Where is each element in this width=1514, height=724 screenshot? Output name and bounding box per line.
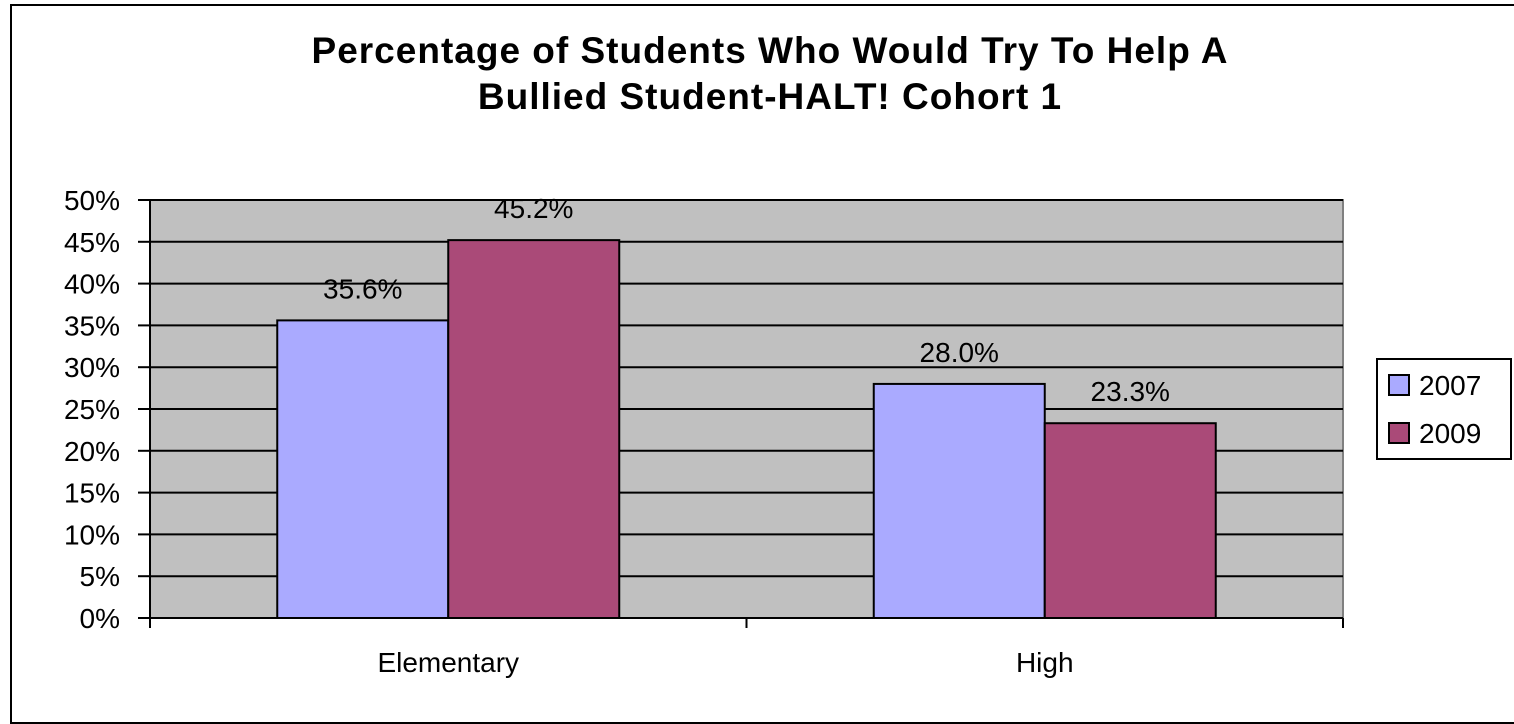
chart-title-line-1: Percentage of Students Who Would Try To …	[311, 30, 1229, 71]
y-tick-label: 40%	[64, 269, 120, 300]
bars-group	[276, 239, 1217, 620]
bar-2007-elementary	[276, 319, 450, 619]
legend-swatch-2007	[1388, 374, 1410, 396]
y-tick-label: 25%	[64, 394, 120, 425]
data-labels-group: 35.6% 45.2% 28.0% 23.3%	[323, 193, 1170, 407]
y-tick-label: 5%	[80, 561, 120, 592]
legend-label: 2009	[1419, 418, 1481, 449]
bar-2007-high	[872, 382, 1046, 620]
y-tick-label: 45%	[64, 227, 120, 258]
bar-2009-elementary	[447, 239, 621, 620]
y-tick-label: 30%	[64, 352, 120, 383]
chart-title-line-2: Bullied Student-HALT! Cohort 1	[477, 76, 1063, 117]
legend-swatch-2009	[1388, 422, 1410, 444]
x-tick-label: Elementary	[377, 647, 519, 678]
y-tick-label: 35%	[64, 310, 120, 341]
chart-title: Percentage of Students Who Would Try To …	[0, 28, 1514, 120]
y-tick-label: 0%	[80, 603, 120, 634]
y-tick-label: 50%	[64, 185, 120, 216]
data-label: 23.3%	[1091, 376, 1170, 407]
legend: 2007 2009	[1376, 358, 1512, 460]
legend-label: 2007	[1419, 370, 1481, 401]
bar-2009-high	[1043, 422, 1217, 619]
y-tick-label: 20%	[64, 436, 120, 467]
data-label: 45.2%	[494, 193, 573, 224]
data-label: 35.6%	[323, 273, 402, 304]
y-tick-label: 15%	[64, 478, 120, 509]
x-tick-label: High	[1016, 647, 1074, 678]
data-label: 28.0%	[920, 337, 999, 368]
bar-chart: 0% 5% 10% 15% 20% 25% 30% 35% 40% 45% 50% Elementar…	[64, 185, 1512, 678]
y-tick-label: 10%	[64, 519, 120, 550]
